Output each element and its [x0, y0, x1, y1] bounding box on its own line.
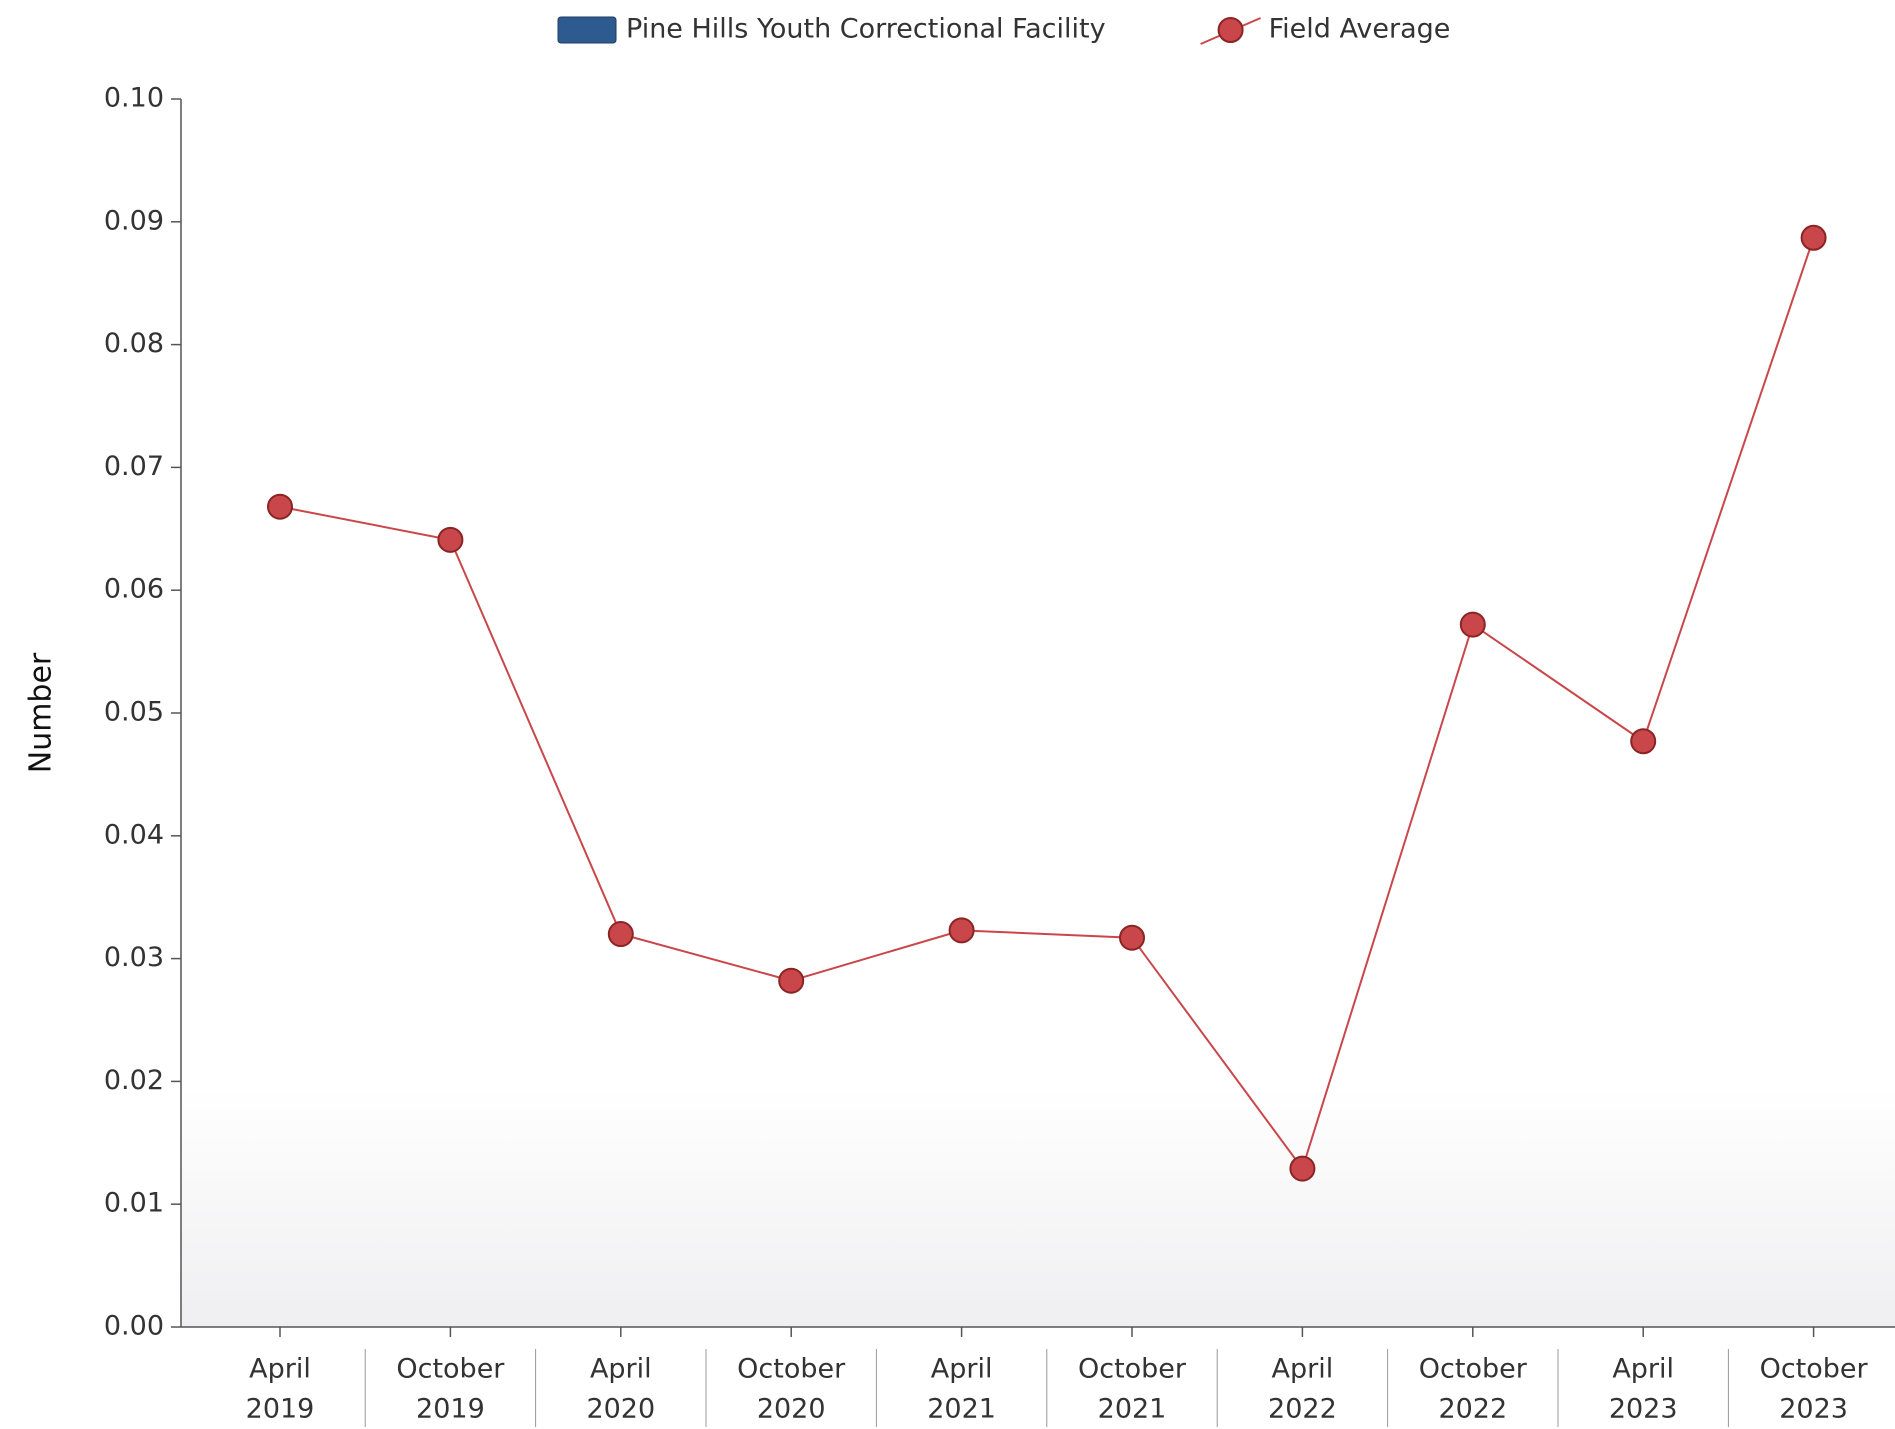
x-tick-label: October [1419, 1354, 1528, 1385]
y-tick-label: 0.09 [104, 205, 164, 236]
plot-background [181, 1085, 1895, 1327]
x-tick-label: 2022 [1438, 1394, 1507, 1425]
x-tick-label: April [931, 1354, 993, 1385]
x-tick-label: October [737, 1354, 846, 1385]
x-tick-label: 2021 [927, 1394, 996, 1425]
legend-label: Field Average [1269, 14, 1451, 45]
x-tick-label: April [249, 1354, 311, 1385]
x-tick-label: 2020 [586, 1394, 655, 1425]
x-tick-label: 2021 [1098, 1394, 1167, 1425]
marker [1289, 1155, 1316, 1182]
marker [267, 493, 293, 520]
y-tick-label: 0.07 [104, 451, 164, 482]
x-tick-label: 2023 [1609, 1394, 1678, 1425]
x-tick-label: 2019 [416, 1394, 485, 1425]
marker [1119, 924, 1145, 951]
x-tick-label: 2020 [757, 1394, 826, 1425]
y-axis-title: Number [24, 652, 59, 773]
marker [607, 921, 634, 948]
y-tick-label: 0.03 [104, 942, 164, 973]
y-tick-label: 0.05 [104, 697, 164, 728]
legend-label: Pine Hills Youth Correctional Facility [626, 14, 1106, 45]
x-tick-label: April [1612, 1354, 1674, 1385]
y-tick-label: 0.06 [104, 574, 164, 605]
x-tick-label: October [1760, 1354, 1869, 1385]
y-tick-label: 0.04 [104, 819, 164, 850]
x-tick-label: 2022 [1268, 1394, 1337, 1425]
y-tick-label: 0.01 [104, 1188, 164, 1219]
line [279, 237, 1815, 1171]
marker [778, 967, 805, 994]
legend-swatch-marker [1217, 17, 1244, 43]
y-tick-label: 0.10 [104, 83, 164, 114]
x-tick-label: April [590, 1354, 652, 1385]
x-tick-label: October [396, 1354, 505, 1385]
marker [1800, 224, 1827, 251]
marker [948, 917, 975, 944]
marker [437, 526, 464, 553]
x-tick-label: 2019 [246, 1394, 315, 1425]
y-tick-label: 0.02 [104, 1065, 164, 1096]
x-tick-label: 2023 [1779, 1394, 1848, 1425]
marker [1459, 611, 1486, 638]
legend-swatch [557, 16, 617, 44]
marker [1630, 728, 1657, 755]
x-tick-label: April [1272, 1354, 1334, 1385]
y-tick-label: 0.08 [104, 328, 164, 359]
y-tick-label: 0.00 [104, 1311, 164, 1342]
x-tick-label: October [1078, 1354, 1187, 1385]
